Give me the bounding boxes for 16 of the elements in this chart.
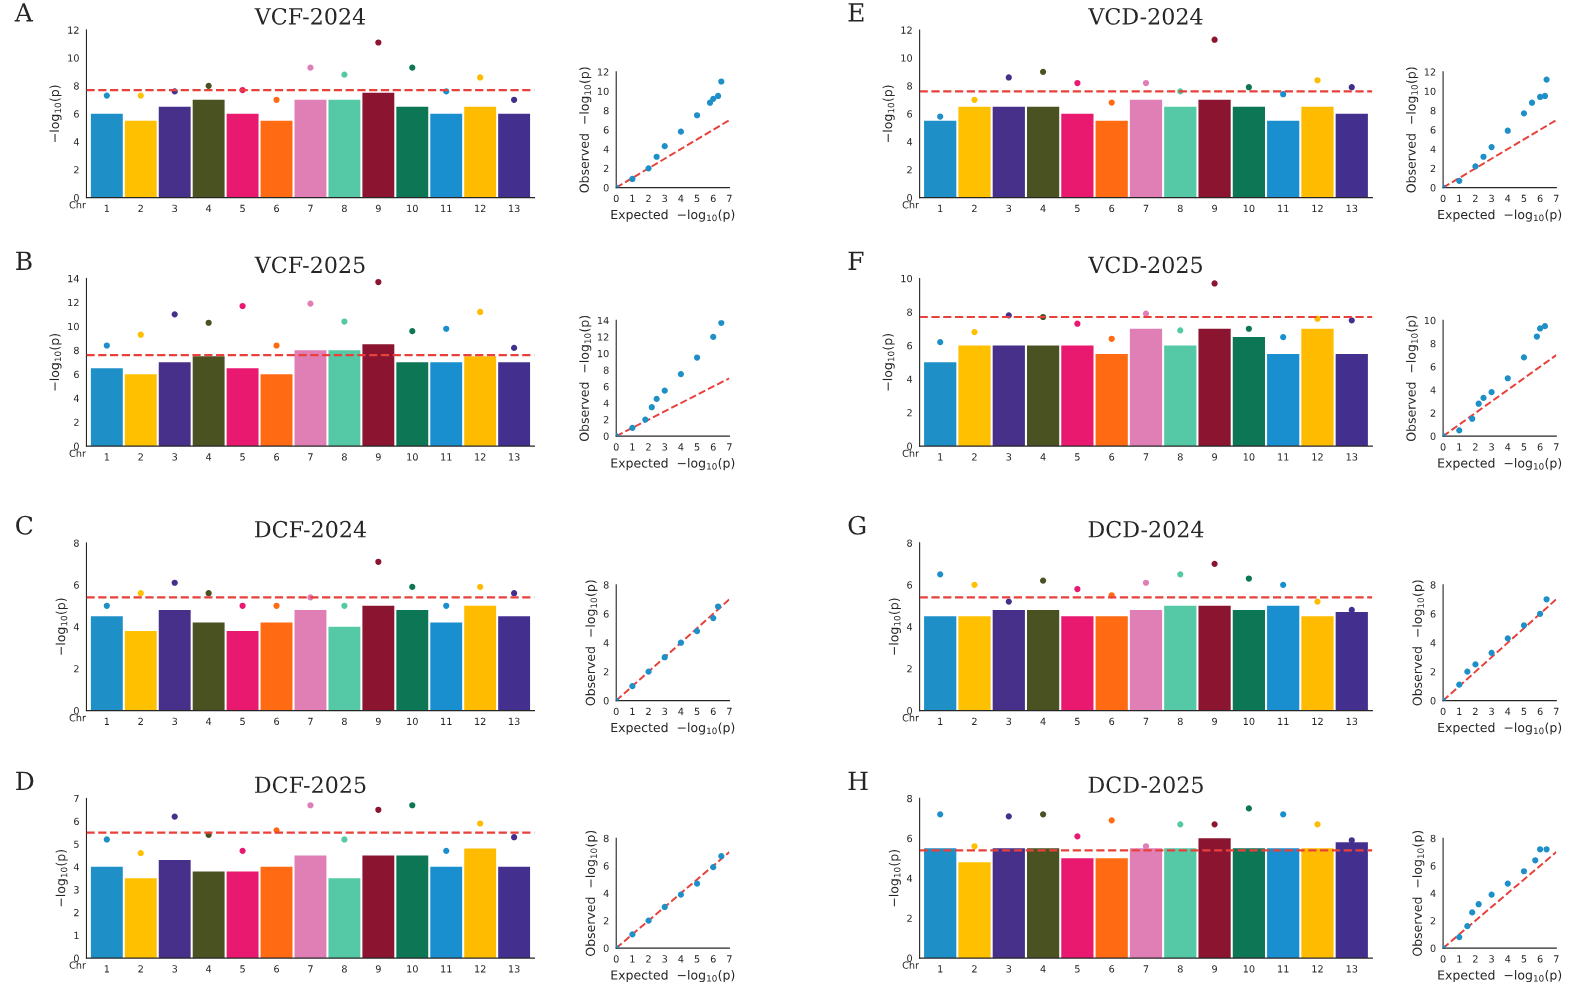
text: E (848, 3, 864, 22)
chart-title: DCF-2024 (255, 520, 366, 538)
text: A (14, 3, 34, 22)
text: H (848, 771, 868, 791)
text: D (16, 771, 34, 791)
text: B (16, 251, 32, 270)
chart-title: VCF-2025 (254, 256, 365, 274)
chart-title: VCF-2024 (254, 7, 366, 25)
text: F (848, 251, 864, 270)
chart-title: VCD-2025 (1088, 256, 1202, 274)
chart-title: DCD-2025 (1088, 776, 1203, 794)
text: C (16, 515, 33, 535)
chart-title: DCD-2024 (1088, 520, 1204, 538)
text: G (848, 515, 866, 535)
chart-title: VCD-2024 (1088, 7, 1203, 25)
chart-title: DCF-2025 (255, 776, 366, 794)
